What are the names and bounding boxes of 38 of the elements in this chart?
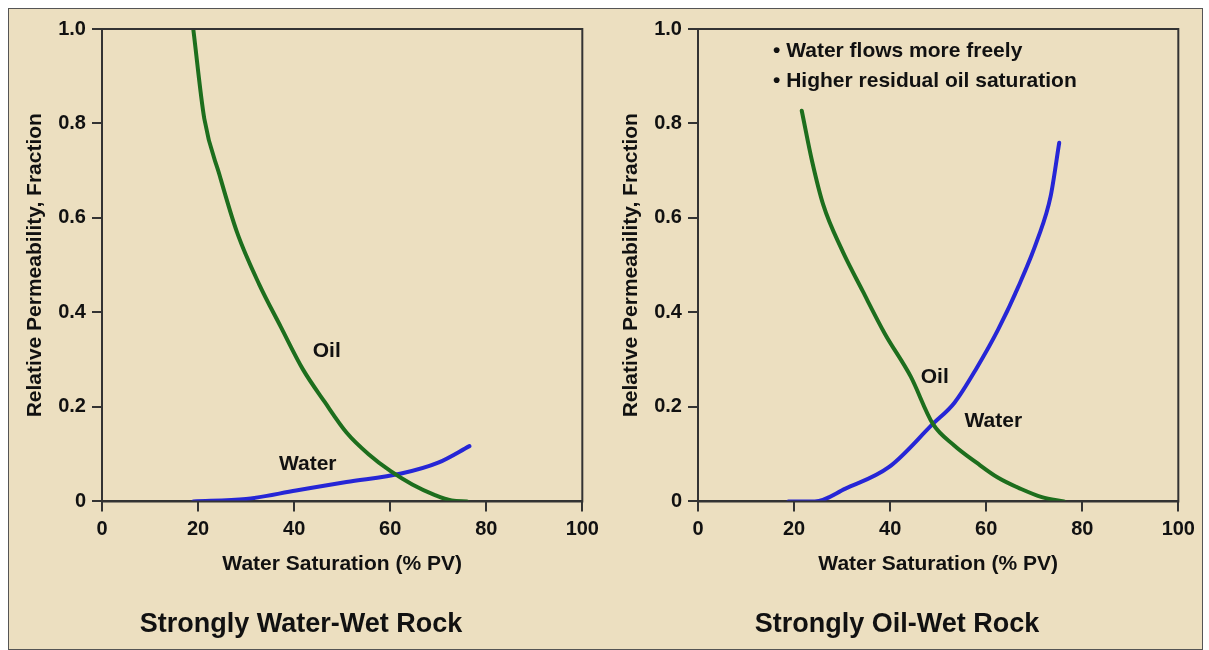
text: Strongly Water-Wet Rock	[139, 608, 464, 639]
y-tick-label: 0.6	[58, 205, 86, 228]
x-tick-label: 100	[565, 516, 599, 539]
x-tick-label: 80	[1071, 516, 1094, 539]
y-tick-label: 0.8	[58, 111, 86, 133]
y-tick-label: 1.0	[58, 16, 86, 39]
annotation: • Water flows more freely	[773, 38, 1023, 62]
y-tick-label: 0	[670, 488, 682, 511]
series-label: Water	[278, 451, 337, 475]
y-tick-label: 0.8	[654, 111, 682, 133]
line-series	[191, 29, 470, 502]
y-axis-title: Relative Permeability, Fraction	[22, 113, 46, 418]
y-tick-label: 0.6	[654, 205, 682, 228]
y-tick-label: 0.2	[58, 394, 86, 417]
y-tick-label: 0.4	[58, 299, 87, 322]
x-tick-label: 60	[379, 516, 402, 539]
series-label: Water	[964, 407, 1023, 431]
x-tick-label: 40	[879, 516, 902, 539]
y-tick-label: 0.2	[654, 394, 682, 417]
x-axis-title: Water Saturation (% PV)	[222, 550, 462, 574]
y-tick-label: 0.4	[654, 299, 683, 322]
x-tick-label: 40	[283, 516, 306, 539]
x-axis-title: Water Saturation (% PV)	[818, 550, 1058, 574]
x-tick-label: 80	[475, 516, 498, 539]
y-axis-title: Relative Permeability, Fraction	[618, 113, 642, 418]
x-tick-label: 0	[96, 516, 108, 539]
y-tick-label: 1.0	[654, 16, 682, 39]
y-tick-label: 0	[74, 488, 86, 511]
x-tick-label: 100	[1161, 516, 1195, 539]
x-tick-label: 20	[186, 516, 210, 539]
x-tick-label: 0	[692, 516, 704, 539]
series-label: Oil	[920, 363, 949, 387]
annotation: • Higher residual oil saturation	[773, 68, 1077, 92]
series-label: Oil	[312, 338, 341, 362]
line-series	[191, 444, 472, 502]
text: Strongly Oil-Wet Rock	[754, 608, 1041, 639]
x-tick-label: 60	[975, 516, 998, 539]
x-tick-label: 20	[782, 516, 806, 539]
